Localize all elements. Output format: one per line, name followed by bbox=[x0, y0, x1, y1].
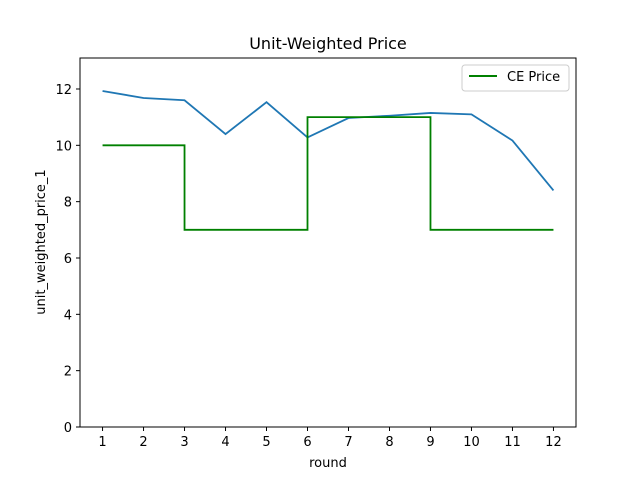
x-tick-label: 4 bbox=[221, 435, 229, 450]
x-tick-label: 8 bbox=[385, 435, 393, 450]
legend-label-ce-price: CE Price bbox=[507, 70, 560, 85]
x-tick-label: 9 bbox=[426, 435, 434, 450]
x-tick-label: 11 bbox=[504, 435, 521, 450]
y-tick-label: 6 bbox=[64, 252, 72, 267]
series-line-0 bbox=[102, 90, 555, 191]
y-tick-label: 12 bbox=[55, 83, 72, 98]
x-tick-label: 12 bbox=[545, 435, 562, 450]
legend-box bbox=[461, 64, 570, 92]
x-tick-label: 1 bbox=[98, 435, 106, 450]
y-axis-label: unit_weighted_price_1 bbox=[34, 169, 49, 314]
y-tick-label: 8 bbox=[64, 196, 72, 211]
y-tick-label: 0 bbox=[64, 421, 72, 436]
series-line-ce-price bbox=[102, 116, 554, 231]
y-tick-label: 2 bbox=[64, 365, 72, 380]
x-tick-label: 5 bbox=[262, 435, 270, 450]
y-tick-label: 10 bbox=[55, 139, 72, 154]
series-layer bbox=[102, 90, 555, 231]
x-tick-label: 7 bbox=[344, 435, 352, 450]
x-tick-label: 2 bbox=[139, 435, 147, 450]
chart-title: Unit-Weighted Price bbox=[249, 34, 407, 53]
plot-frame bbox=[79, 57, 577, 428]
legend: CE Price bbox=[461, 64, 570, 92]
x-tick-label: 6 bbox=[303, 435, 311, 450]
x-axis-label: round bbox=[309, 456, 347, 471]
x-tick-label: 10 bbox=[463, 435, 480, 450]
x-tick-label: 3 bbox=[180, 435, 188, 450]
y-tick-label: 4 bbox=[64, 308, 72, 323]
